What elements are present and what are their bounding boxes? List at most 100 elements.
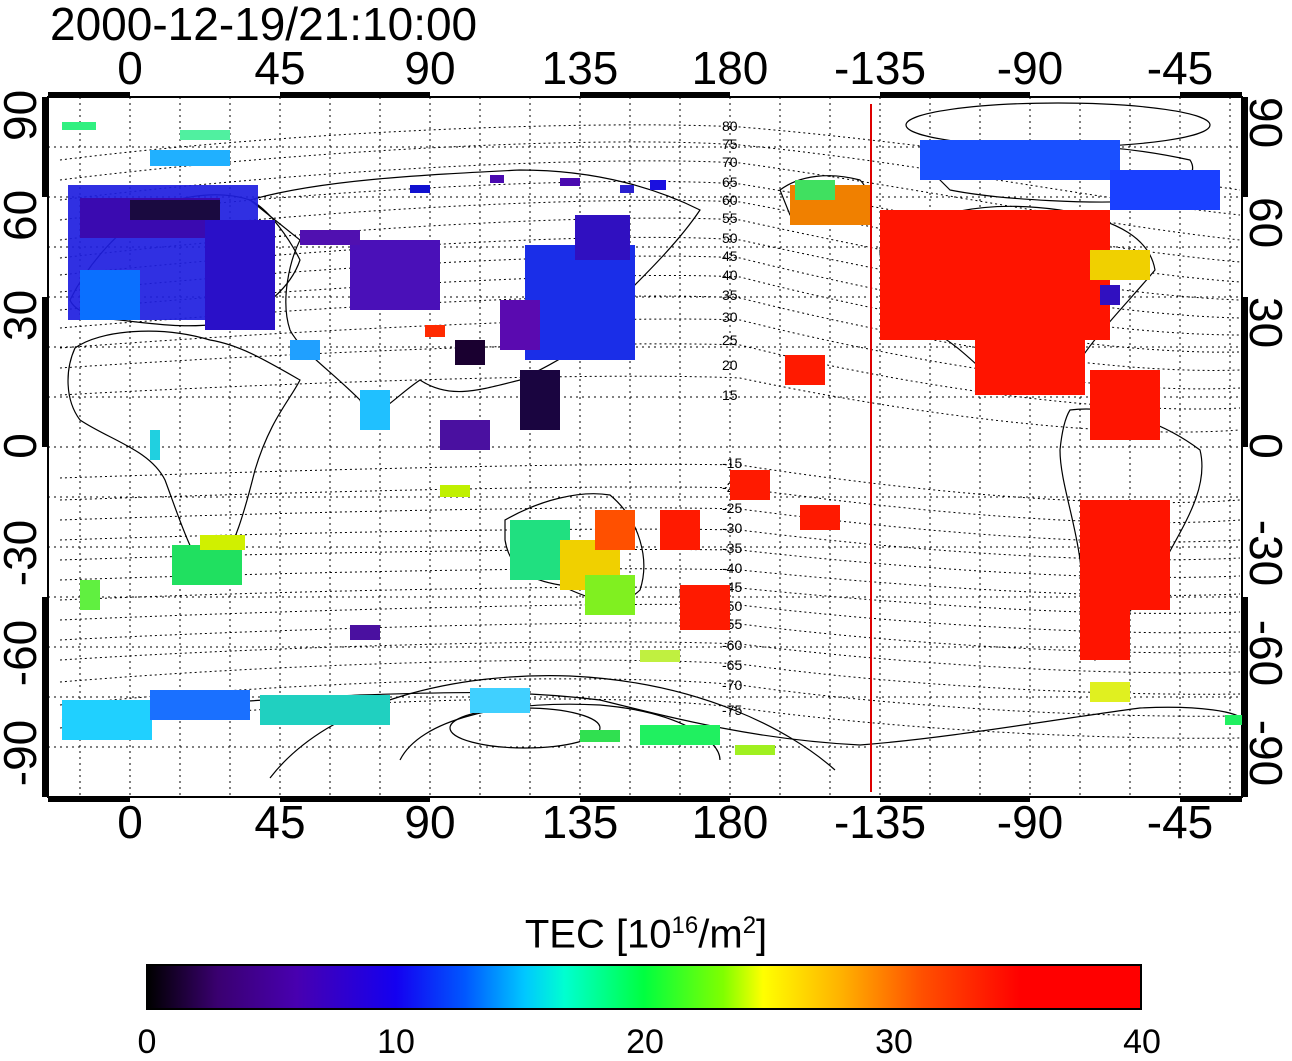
tec-patch-arctic xyxy=(62,122,96,130)
tec-patch-greenland xyxy=(1110,170,1220,210)
mlat-label: 70 xyxy=(722,154,738,170)
tec-patch-siberia xyxy=(300,230,360,245)
lon-tick: -90 xyxy=(996,796,1064,848)
tec-patch-new-zealand xyxy=(680,585,730,630)
mlat-label: -75 xyxy=(722,702,742,718)
colorbar-tick: 0 xyxy=(137,1023,157,1061)
tec-patch-arctic-canada xyxy=(920,140,1120,180)
tec-patch-east-europe xyxy=(205,220,275,330)
tec-patch-central-asia xyxy=(350,240,440,310)
tec-patch-canada-east xyxy=(1090,250,1150,280)
magnetic-latitude-labels: 80 75 70 65 60 55 50 45 40 35 30 25 20 1… xyxy=(722,118,742,718)
mlat-label: -65 xyxy=(722,657,742,673)
tec-patch-siberia xyxy=(490,175,504,183)
tec-patch-china xyxy=(500,300,540,350)
tec-patch-south-america xyxy=(1080,500,1170,610)
tec-patch-antarctica xyxy=(150,690,250,720)
mlat-label: -15 xyxy=(722,455,742,471)
tec-patch-antarctica xyxy=(1225,715,1242,725)
mlat-label: 40 xyxy=(722,267,738,283)
lon-tick: 0 xyxy=(117,42,143,94)
tec-patch-dark xyxy=(455,340,485,365)
tec-patch-south-africa xyxy=(172,545,242,585)
tec-patch-east-coast xyxy=(1100,285,1120,305)
tec-patch-philippines xyxy=(520,370,560,430)
mlat-label: 50 xyxy=(722,230,738,246)
tec-patch-europe-south xyxy=(80,270,140,320)
tec-patch-siberia xyxy=(560,178,580,186)
lon-tick: 45 xyxy=(254,42,306,94)
tec-patch-east-asia-north xyxy=(575,215,630,260)
colorbar xyxy=(146,964,1142,1010)
tec-patch-antarctica xyxy=(260,695,390,725)
lon-tick: 45 xyxy=(254,796,306,848)
graticule xyxy=(48,97,1242,797)
tec-patch-antarctica xyxy=(735,745,775,755)
mlat-label: -60 xyxy=(722,637,742,653)
colorbar-title-exponent-2: 2 xyxy=(742,912,757,939)
tec-patch-middle-east xyxy=(290,340,320,360)
mlat-label: 65 xyxy=(722,174,738,190)
tec-patch-africa xyxy=(80,580,100,610)
tec-patch-southern-ocean xyxy=(350,625,380,640)
lon-tick: 90 xyxy=(404,42,456,94)
tec-observations xyxy=(62,122,1242,755)
tec-patch-africa xyxy=(150,430,160,460)
tec-patch-patagonia xyxy=(1080,610,1130,660)
tec-patch-australia-ne xyxy=(595,510,635,550)
mlat-label: -70 xyxy=(722,677,742,693)
mlat-label: 55 xyxy=(722,210,738,226)
colorbar-title: TEC [1016/m2] xyxy=(0,903,1292,957)
tec-patch-indonesia xyxy=(440,420,490,450)
tec-patch-australia-south xyxy=(585,575,635,615)
tec-patch-south-africa-top xyxy=(200,535,245,550)
colorbar-tick: 30 xyxy=(875,1023,913,1061)
tec-patch-arctic xyxy=(180,130,230,140)
tec-patch-hawaii xyxy=(785,355,825,385)
lon-tick: 0 xyxy=(117,796,143,848)
timestamp: 2000-12-19/21:10:00 xyxy=(50,0,478,50)
tec-patch-red xyxy=(425,325,445,337)
tec-patch-siberia xyxy=(410,185,430,193)
colorbar-title-exponent: 16 xyxy=(671,912,699,939)
tec-patch-siberia xyxy=(650,180,666,190)
mlat-label: 35 xyxy=(722,287,738,303)
tec-patch-india xyxy=(360,390,390,430)
mlat-label: -35 xyxy=(722,540,742,556)
lon-tick: -135 xyxy=(833,42,927,94)
colorbar-title-unit: /m xyxy=(698,912,743,957)
tec-patch-southern-ocean xyxy=(640,650,680,662)
colorbar-tick: 40 xyxy=(1123,1023,1161,1061)
mlat-label: 15 xyxy=(722,387,738,403)
colorbar-title-main: TEC [10 xyxy=(524,912,672,957)
mlat-label: 60 xyxy=(722,192,738,208)
tec-patch-caribbean xyxy=(1090,370,1160,440)
mlat-label: 20 xyxy=(722,357,738,373)
mlat-label: 80 xyxy=(722,118,738,134)
africa-outline xyxy=(67,330,301,581)
tec-patch-antarctic-peninsula xyxy=(1090,682,1130,702)
lon-tick: -90 xyxy=(996,42,1064,94)
tec-patch-alaska-north xyxy=(795,180,835,200)
tec-patch-europe-dark xyxy=(130,200,220,220)
lon-tick: -45 xyxy=(1146,796,1214,848)
colorbar-title-end: ] xyxy=(756,912,768,957)
tec-patch-australia-nw xyxy=(440,485,470,497)
mlat-label: -40 xyxy=(722,560,742,576)
lon-tick: 135 xyxy=(541,796,619,848)
map-frame xyxy=(42,92,1248,802)
tec-patch-east-asia xyxy=(525,245,635,360)
lon-tick: 135 xyxy=(541,42,619,94)
tec-patch-scandinavia xyxy=(150,150,230,166)
colorbar-tick: 20 xyxy=(626,1023,664,1061)
tec-patch-antarctica xyxy=(470,688,530,713)
tec-patch-antarctica xyxy=(640,725,720,745)
tec-patch-pacific xyxy=(660,510,700,550)
mlat-label: 25 xyxy=(722,332,738,348)
mlat-label: 45 xyxy=(722,248,738,264)
mlat-label: 75 xyxy=(722,136,738,152)
tec-patch-mexico xyxy=(975,335,1085,395)
lon-tick: 180 xyxy=(691,42,769,94)
lon-tick: -135 xyxy=(833,796,927,848)
